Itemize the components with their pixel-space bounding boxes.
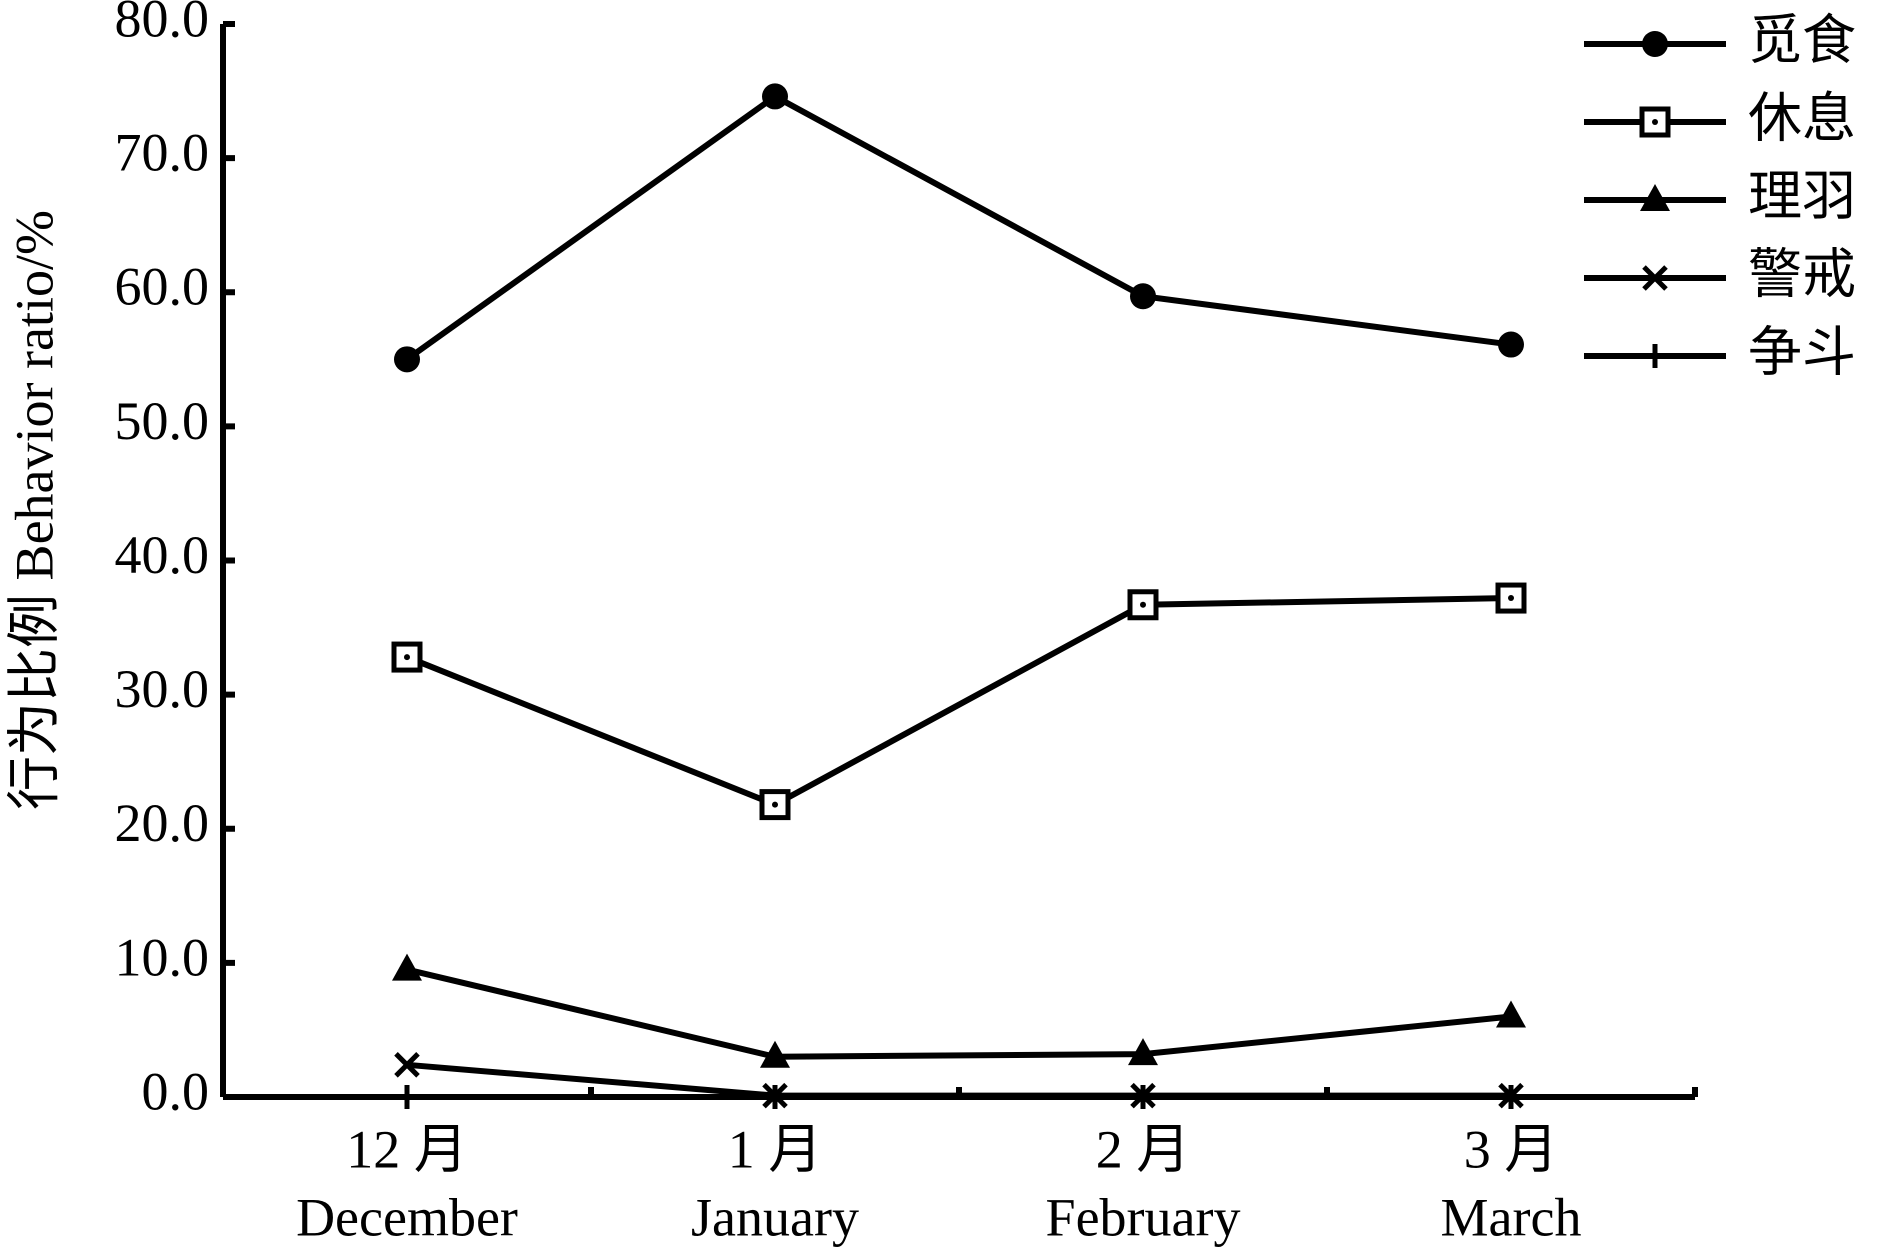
marker-dot — [1140, 601, 1146, 608]
marker — [1130, 283, 1156, 310]
marker — [1643, 344, 1667, 368]
y-tick-label: 70.0 — [115, 123, 210, 183]
marker — [1639, 106, 1671, 138]
marker-box — [759, 789, 791, 821]
marker — [763, 1085, 787, 1109]
y-tick-label: 60.0 — [115, 257, 210, 317]
y-axis-label: 行为比例 Behavior ratio/% — [4, 210, 64, 810]
y-tick-label: 50.0 — [115, 391, 210, 451]
y-tick-label: 40.0 — [115, 525, 210, 585]
marker — [1496, 1000, 1526, 1028]
series-line — [405, 595, 1512, 808]
marker — [1499, 1085, 1523, 1109]
series-line — [406, 966, 1512, 1060]
x-tick-label-en: March — [1441, 1187, 1582, 1247]
marker — [395, 1085, 419, 1109]
marker — [1127, 589, 1159, 621]
legend-label: 休息 — [1748, 88, 1856, 148]
legend-label: 争斗 — [1748, 322, 1856, 382]
x-tick-label: 12 月 — [346, 1119, 468, 1179]
marker-dot — [1652, 119, 1658, 125]
x-tick-label: 3 月 — [1464, 1119, 1559, 1179]
x-tick-label: 2 月 — [1096, 1119, 1191, 1179]
x-tick-label: 1 月 — [728, 1119, 823, 1179]
marker — [762, 83, 788, 110]
x-tick-label-en: February — [1046, 1187, 1241, 1247]
marker — [759, 789, 791, 821]
marker — [760, 1040, 790, 1068]
marker-dot — [1508, 595, 1514, 602]
marker — [1498, 331, 1524, 358]
marker-dot — [772, 801, 778, 808]
series-line — [405, 93, 1512, 362]
x-tick-label-en: December — [296, 1187, 518, 1247]
marker — [1128, 1038, 1158, 1066]
y-tick-label: 10.0 — [115, 927, 210, 987]
marker — [1495, 582, 1527, 614]
marker — [394, 1052, 420, 1078]
y-tick-label: 30.0 — [115, 659, 210, 719]
marker — [1642, 265, 1668, 291]
legend-label: 警戒 — [1748, 244, 1856, 304]
marker — [394, 346, 420, 373]
marker — [1642, 31, 1668, 57]
marker-dot — [404, 654, 410, 661]
x-tick-label-en: January — [691, 1187, 859, 1247]
y-tick-label: 0.0 — [142, 1061, 210, 1121]
y-tick-label: 20.0 — [115, 793, 210, 853]
legend-label: 理羽 — [1748, 166, 1856, 226]
y-tick-label: 80.0 — [115, 0, 210, 48]
marker — [392, 953, 422, 981]
marker — [1640, 184, 1670, 211]
marker — [391, 641, 423, 673]
legend-label: 觅食 — [1748, 10, 1856, 70]
marker — [1131, 1085, 1155, 1109]
